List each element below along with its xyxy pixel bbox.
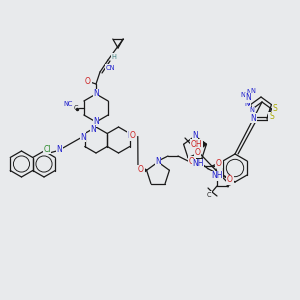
Text: N: N — [90, 124, 96, 134]
Text: NH: NH — [192, 159, 204, 168]
Text: N: N — [250, 88, 255, 94]
Text: CN: CN — [105, 65, 115, 71]
Text: O: O — [85, 77, 91, 86]
Polygon shape — [142, 167, 147, 173]
Text: Cl: Cl — [43, 145, 51, 154]
Text: N: N — [240, 92, 245, 98]
Text: O: O — [130, 131, 136, 140]
Text: N: N — [245, 98, 250, 107]
Text: N: N — [247, 89, 251, 95]
Text: C: C — [74, 105, 78, 111]
Text: S: S — [269, 112, 274, 122]
Text: N: N — [155, 157, 161, 166]
Text: S: S — [272, 104, 277, 113]
Text: NH: NH — [211, 172, 223, 181]
Text: OH: OH — [190, 140, 202, 149]
Text: O: O — [227, 176, 233, 184]
Text: N: N — [80, 133, 86, 142]
Text: C: C — [207, 192, 211, 198]
Text: N: N — [245, 94, 251, 103]
Text: O: O — [195, 148, 201, 157]
Text: N: N — [250, 114, 256, 123]
Text: N: N — [244, 101, 249, 107]
Text: O: O — [216, 158, 222, 167]
Text: N: N — [250, 107, 255, 113]
Text: N: N — [93, 89, 99, 98]
Text: H: H — [112, 54, 116, 60]
Text: NC: NC — [63, 101, 73, 107]
Text: N: N — [128, 131, 134, 140]
Text: O: O — [189, 157, 195, 166]
Text: N: N — [93, 118, 99, 127]
Text: O: O — [138, 166, 144, 175]
Polygon shape — [202, 141, 206, 147]
Text: N: N — [56, 145, 62, 154]
Text: N: N — [192, 130, 198, 140]
